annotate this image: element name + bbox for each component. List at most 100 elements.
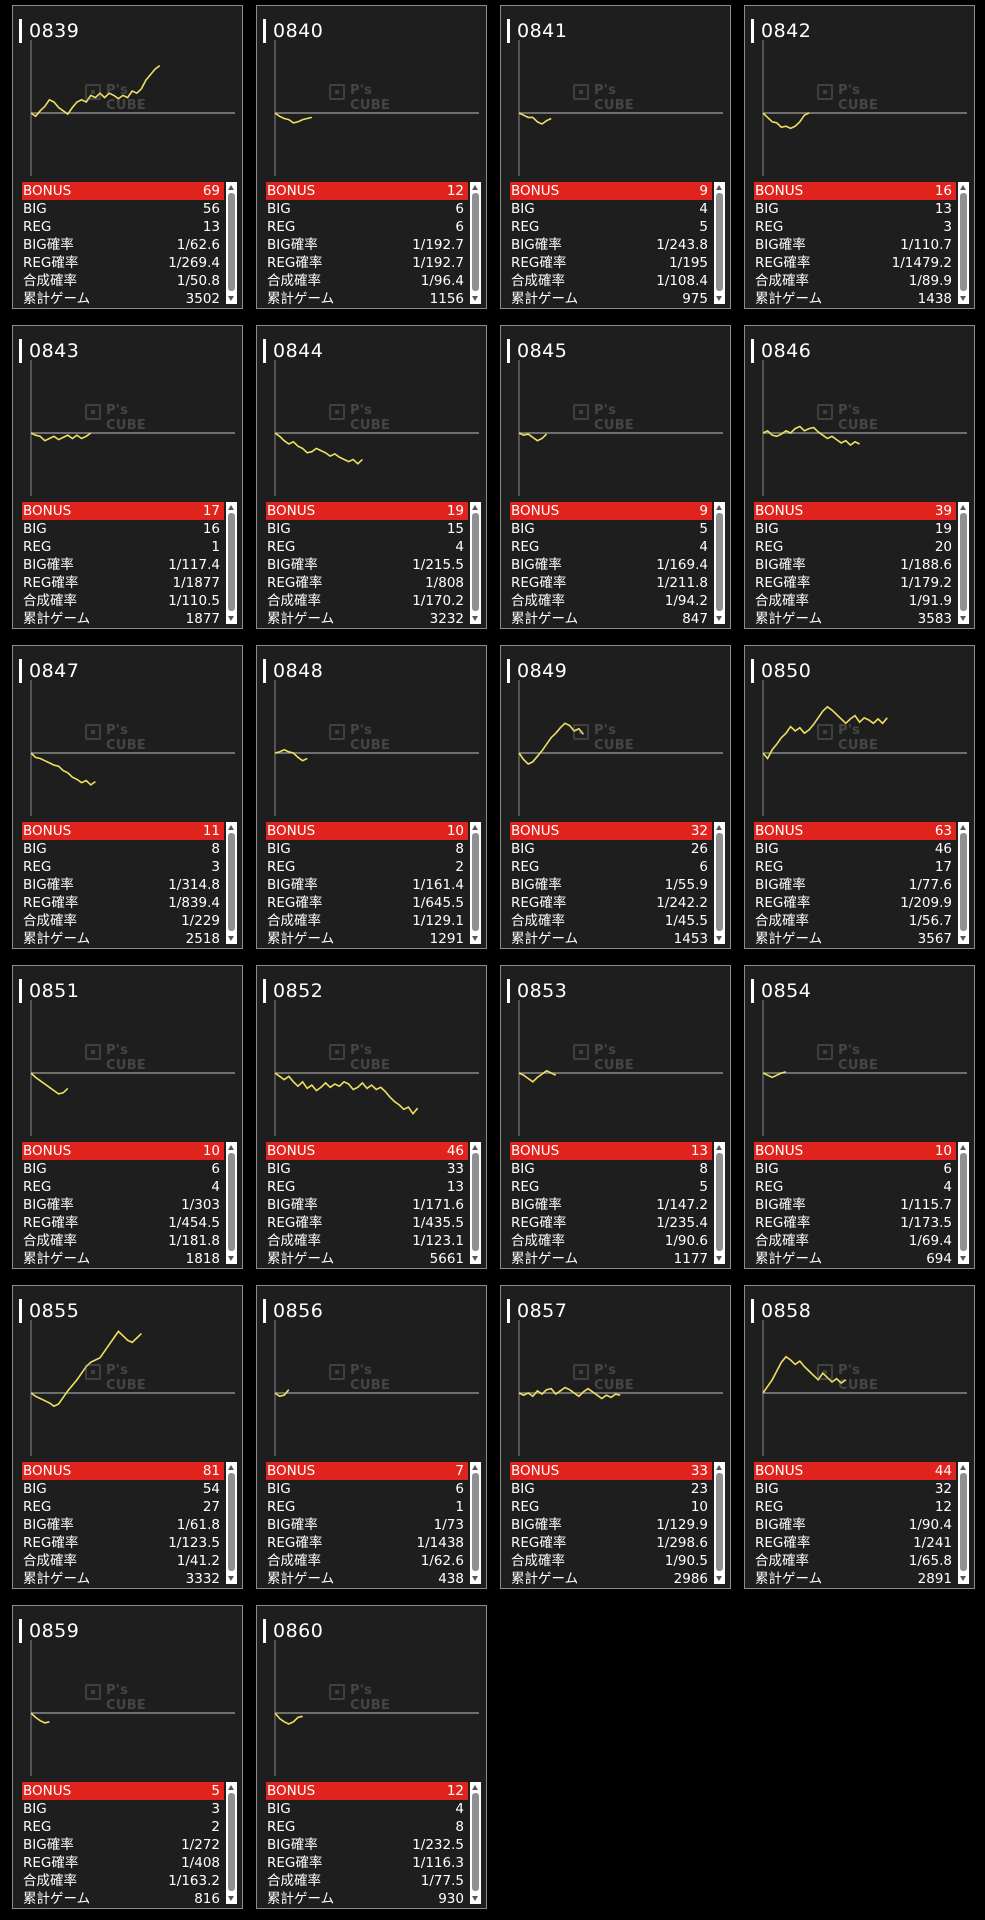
scroll-thumb[interactable] (960, 833, 967, 931)
stats-scrollbar[interactable] (714, 1142, 725, 1264)
stats-scrollbar[interactable] (470, 1142, 481, 1264)
scroll-thumb[interactable] (716, 513, 723, 611)
stats-scrollbar[interactable] (714, 182, 725, 304)
machine-card[interactable]: P's CUBE 0854 BONUS 10 BIG 6 REG 4 BIG確率 1/115.7 R… (744, 965, 975, 1269)
stats-scrollbar[interactable] (714, 502, 725, 624)
scroll-up-arrow-icon[interactable] (472, 1145, 478, 1150)
scroll-thumb[interactable] (228, 513, 235, 611)
scroll-thumb[interactable] (228, 833, 235, 931)
stats-scrollbar[interactable] (958, 502, 969, 624)
machine-card[interactable]: P's CUBE 0847 BONUS 11 BIG 8 REG 3 BIG確率 1/314.8 R… (12, 645, 243, 949)
stats-scrollbar[interactable] (470, 182, 481, 304)
machine-card[interactable]: P's CUBE 0851 BONUS 10 BIG 6 REG 4 BIG確率 1/303 REG… (12, 965, 243, 1269)
scroll-down-arrow-icon[interactable] (960, 1576, 966, 1581)
scroll-thumb[interactable] (960, 513, 967, 611)
scroll-down-arrow-icon[interactable] (228, 616, 234, 621)
scroll-up-arrow-icon[interactable] (716, 505, 722, 510)
scroll-thumb[interactable] (716, 1473, 723, 1571)
machine-card[interactable]: P's CUBE 0857 BONUS 33 BIG 23 REG 10 BIG確率 1/129.… (500, 1285, 731, 1589)
stats-scrollbar[interactable] (470, 822, 481, 944)
stats-scrollbar[interactable] (958, 1462, 969, 1584)
machine-card[interactable]: P's CUBE 0846 BONUS 39 BIG 19 REG 20 BIG確率 1/188.… (744, 325, 975, 629)
machine-card[interactable]: P's CUBE 0858 BONUS 44 BIG 32 REG 12 BIG確率 1/90.4… (744, 1285, 975, 1589)
stats-scrollbar[interactable] (958, 822, 969, 944)
scroll-up-arrow-icon[interactable] (960, 825, 966, 830)
scroll-up-arrow-icon[interactable] (472, 1785, 478, 1790)
machine-card[interactable]: P's CUBE 0845 BONUS 9 BIG 5 REG 4 BIG確率 1/169.4 RE… (500, 325, 731, 629)
scroll-up-arrow-icon[interactable] (228, 185, 234, 190)
scroll-up-arrow-icon[interactable] (960, 505, 966, 510)
scroll-down-arrow-icon[interactable] (472, 1576, 478, 1581)
scroll-down-arrow-icon[interactable] (716, 1256, 722, 1261)
scroll-up-arrow-icon[interactable] (716, 1145, 722, 1150)
scroll-up-arrow-icon[interactable] (716, 825, 722, 830)
stats-scrollbar[interactable] (226, 822, 237, 944)
machine-card[interactable]: P's CUBE 0856 BONUS 7 BIG 6 REG 1 BIG確率 1/73 REG確率… (256, 1285, 487, 1589)
stats-scrollbar[interactable] (226, 502, 237, 624)
stats-scrollbar[interactable] (470, 1462, 481, 1584)
scroll-thumb[interactable] (960, 1473, 967, 1571)
machine-card[interactable]: P's CUBE 0839 BONUS 69 BIG 56 REG 13 BIG確率 1/62.6… (12, 5, 243, 309)
machine-card[interactable]: P's CUBE 0843 BONUS 17 BIG 16 REG 1 BIG確率 1/117.4… (12, 325, 243, 629)
scroll-up-arrow-icon[interactable] (472, 185, 478, 190)
scroll-up-arrow-icon[interactable] (228, 505, 234, 510)
stats-scrollbar[interactable] (226, 182, 237, 304)
scroll-up-arrow-icon[interactable] (716, 1465, 722, 1470)
scroll-up-arrow-icon[interactable] (228, 825, 234, 830)
stats-scrollbar[interactable] (470, 1782, 481, 1904)
scroll-thumb[interactable] (228, 1793, 235, 1891)
scroll-down-arrow-icon[interactable] (228, 296, 234, 301)
scroll-thumb[interactable] (716, 1153, 723, 1251)
scroll-up-arrow-icon[interactable] (472, 505, 478, 510)
scroll-thumb[interactable] (472, 1153, 479, 1251)
machine-card[interactable]: P's CUBE 0855 BONUS 81 BIG 54 REG 27 BIG確率 1/61.8… (12, 1285, 243, 1589)
scroll-thumb[interactable] (472, 513, 479, 611)
scroll-thumb[interactable] (960, 193, 967, 291)
scroll-down-arrow-icon[interactable] (228, 936, 234, 941)
stats-scrollbar[interactable] (714, 1462, 725, 1584)
machine-card[interactable]: P's CUBE 0853 BONUS 13 BIG 8 REG 5 BIG確率 1/147.2 R… (500, 965, 731, 1269)
scroll-down-arrow-icon[interactable] (716, 616, 722, 621)
scroll-up-arrow-icon[interactable] (228, 1145, 234, 1150)
stats-scrollbar[interactable] (226, 1462, 237, 1584)
scroll-down-arrow-icon[interactable] (472, 936, 478, 941)
scroll-up-arrow-icon[interactable] (228, 1465, 234, 1470)
scroll-thumb[interactable] (228, 1153, 235, 1251)
scroll-thumb[interactable] (472, 1473, 479, 1571)
scroll-up-arrow-icon[interactable] (960, 185, 966, 190)
scroll-thumb[interactable] (472, 193, 479, 291)
machine-card[interactable]: P's CUBE 0840 BONUS 12 BIG 6 REG 6 BIG確率 1/192.7 R… (256, 5, 487, 309)
scroll-thumb[interactable] (228, 193, 235, 291)
scroll-down-arrow-icon[interactable] (960, 296, 966, 301)
stats-scrollbar[interactable] (958, 182, 969, 304)
scroll-up-arrow-icon[interactable] (472, 1465, 478, 1470)
machine-card[interactable]: P's CUBE 0860 BONUS 12 BIG 4 REG 8 BIG確率 1/232.5 R… (256, 1605, 487, 1909)
scroll-down-arrow-icon[interactable] (472, 616, 478, 621)
scroll-up-arrow-icon[interactable] (960, 1465, 966, 1470)
scroll-up-arrow-icon[interactable] (716, 185, 722, 190)
scroll-up-arrow-icon[interactable] (960, 1145, 966, 1150)
stats-scrollbar[interactable] (714, 822, 725, 944)
scroll-thumb[interactable] (472, 833, 479, 931)
stats-scrollbar[interactable] (470, 502, 481, 624)
machine-card[interactable]: P's CUBE 0841 BONUS 9 BIG 4 REG 5 BIG確率 1/243.8 RE… (500, 5, 731, 309)
machine-card[interactable]: P's CUBE 0842 BONUS 16 BIG 13 REG 3 BIG確率 1/110.7… (744, 5, 975, 309)
scroll-down-arrow-icon[interactable] (960, 616, 966, 621)
machine-card[interactable]: P's CUBE 0848 BONUS 10 BIG 8 REG 2 BIG確率 1/161.4 R… (256, 645, 487, 949)
scroll-thumb[interactable] (228, 1473, 235, 1571)
scroll-down-arrow-icon[interactable] (472, 296, 478, 301)
scroll-down-arrow-icon[interactable] (228, 1256, 234, 1261)
scroll-down-arrow-icon[interactable] (716, 1576, 722, 1581)
scroll-thumb[interactable] (716, 193, 723, 291)
stats-scrollbar[interactable] (958, 1142, 969, 1264)
scroll-down-arrow-icon[interactable] (716, 936, 722, 941)
scroll-down-arrow-icon[interactable] (472, 1256, 478, 1261)
scroll-down-arrow-icon[interactable] (228, 1896, 234, 1901)
machine-card[interactable]: P's CUBE 0849 BONUS 32 BIG 26 REG 6 BIG確率 1/55.9 R… (500, 645, 731, 949)
scroll-down-arrow-icon[interactable] (716, 296, 722, 301)
machine-card[interactable]: P's CUBE 0850 BONUS 63 BIG 46 REG 17 BIG確率 1/77.6… (744, 645, 975, 949)
scroll-up-arrow-icon[interactable] (228, 1785, 234, 1790)
scroll-thumb[interactable] (472, 1793, 479, 1891)
scroll-down-arrow-icon[interactable] (960, 1256, 966, 1261)
scroll-thumb[interactable] (960, 1153, 967, 1251)
